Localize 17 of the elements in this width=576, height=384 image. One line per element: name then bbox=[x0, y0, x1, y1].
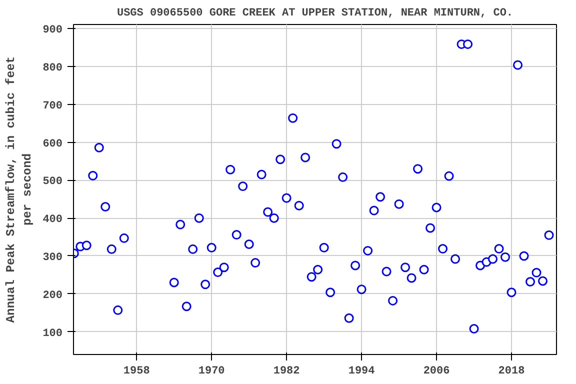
y-tick-label: 100 bbox=[42, 328, 63, 340]
y-tick-label: 400 bbox=[42, 214, 63, 226]
chart-title: USGS 09065500 GORE CREEK AT UPPER STATION, NEAR MINTURN, CO. bbox=[116, 8, 514, 20]
y-tick-label: 700 bbox=[42, 100, 63, 112]
y-tick-label: 900 bbox=[42, 24, 63, 37]
y-tick-label: 300 bbox=[42, 252, 63, 264]
x-tick-label: 1982 bbox=[273, 366, 300, 378]
x-tick-label: 2006 bbox=[423, 366, 450, 378]
y-axis-title: Annual Peak Streamflow, in cubic feet per second bbox=[4, 56, 35, 323]
x-tick-label: 1970 bbox=[198, 366, 225, 378]
x-tick-label: 1958 bbox=[123, 366, 150, 378]
y-tick-label: 200 bbox=[42, 290, 63, 302]
x-tick-label: 2018 bbox=[498, 366, 526, 378]
y-tick-label: 600 bbox=[42, 138, 63, 150]
y-tick-label: 800 bbox=[42, 62, 63, 75]
y-tick-label: 500 bbox=[42, 176, 63, 188]
x-tick-label: 1994 bbox=[348, 366, 376, 378]
